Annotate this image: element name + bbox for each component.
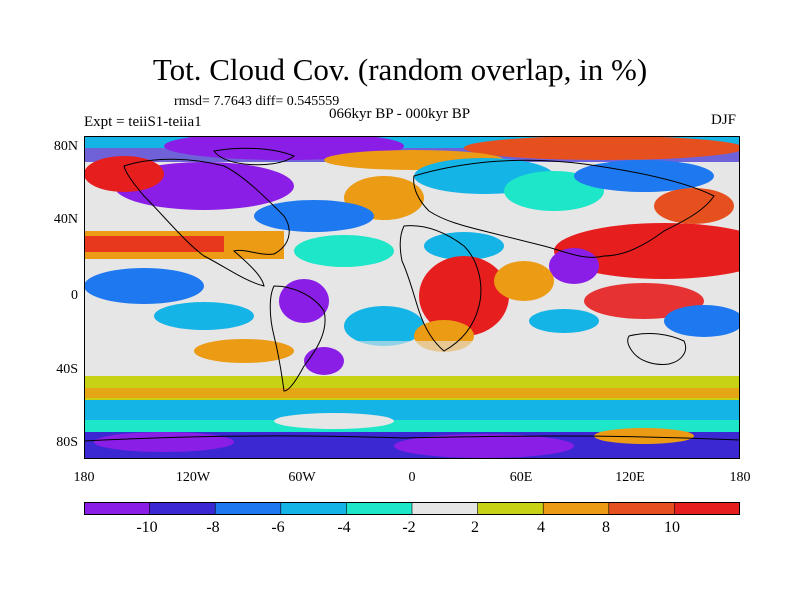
colorbar-swatch: [411, 501, 479, 516]
colorbar-tick-label: -10: [136, 519, 158, 536]
colorbar-tick-label: 2: [471, 519, 479, 536]
lat-label: 40N: [53, 212, 78, 227]
experiment-label: Expt = teiiS1-teiia1: [84, 114, 202, 130]
colorbar: [83, 501, 741, 516]
colorbar-swatch: [542, 501, 610, 516]
cloud-cover-difference-map: [84, 136, 740, 459]
colorbar-tick-label: -2: [402, 519, 416, 536]
period-subtitle: 066kyr BP - 000kyr BP: [329, 106, 471, 122]
statistics-text: rmsd= 7.7643 diff= 0.545559: [174, 94, 340, 109]
lon-label: 180: [73, 470, 95, 485]
colorbar-swatch: [214, 501, 282, 516]
map-frame: [84, 136, 740, 459]
color-field: [84, 136, 740, 459]
lon-label: 180: [729, 470, 751, 485]
colorbar-swatch: [346, 501, 413, 516]
season-label: DJF: [711, 112, 737, 128]
lon-label: 120E: [615, 470, 645, 485]
colorbar-swatch: [149, 501, 216, 516]
colorbar-tick-label: -8: [206, 519, 220, 536]
lat-label: 80S: [56, 435, 78, 450]
colorbar-tick-label: -4: [337, 519, 351, 536]
colorbar-swatch: [477, 501, 545, 516]
lon-label: 60W: [288, 470, 316, 485]
lat-label: 80N: [53, 139, 78, 154]
lat-label: 0: [71, 288, 78, 303]
lon-label: 0: [408, 470, 416, 485]
lon-label: 120W: [175, 470, 211, 485]
colorbar-swatch: [608, 501, 676, 516]
colorbar-tick-label: 8: [602, 519, 610, 536]
colorbar-svg: [83, 501, 741, 516]
lon-label: 60E: [509, 470, 533, 485]
coastlines: [84, 147, 740, 442]
colorbar-tick-label: -6: [271, 519, 285, 536]
colorbar-swatch: [83, 501, 151, 516]
lat-label: 40S: [56, 362, 78, 377]
colorbar-swatch: [674, 501, 741, 516]
colorbar-tick-label: 10: [664, 519, 680, 536]
map-svg: [84, 136, 740, 459]
colorbar-swatch: [280, 501, 348, 516]
map-title: Tot. Cloud Cov. (random overlap, in %): [152, 52, 648, 87]
colorbar-tick-label: 4: [537, 519, 545, 536]
